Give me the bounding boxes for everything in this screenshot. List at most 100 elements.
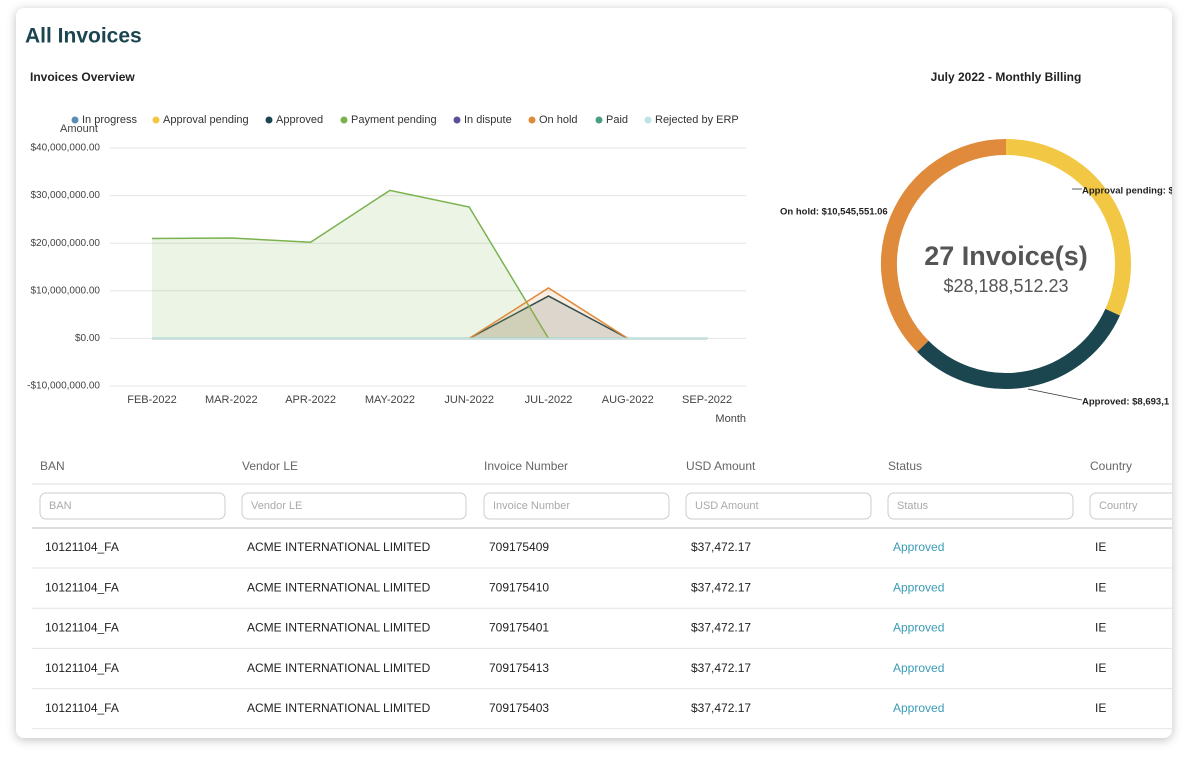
y-tick-label: $10,000,000.00 bbox=[30, 285, 100, 296]
table-cell: ACME INTERNATIONAL LIMITED bbox=[247, 580, 431, 594]
y-tick-label: $0.00 bbox=[75, 333, 100, 344]
table-cell: $37,472.17 bbox=[691, 661, 751, 675]
table-cell: 10121104_FA bbox=[45, 701, 119, 715]
status-cell[interactable]: Approved bbox=[893, 580, 944, 594]
legend-label[interactable]: On hold bbox=[539, 114, 578, 126]
filter-placeholder[interactable]: BAN bbox=[49, 500, 72, 512]
table-cell: 709175409 bbox=[489, 540, 549, 554]
table-cell: 10121104_FA bbox=[45, 540, 119, 554]
donut-slice bbox=[917, 308, 1120, 389]
table-cell: IE bbox=[1095, 580, 1106, 594]
legend-swatch[interactable] bbox=[453, 116, 461, 124]
donut-total: $28,188,512.23 bbox=[943, 276, 1068, 296]
slice-label: Approval pending: $ bbox=[1082, 186, 1172, 197]
filter-placeholder[interactable]: USD Amount bbox=[695, 500, 759, 512]
legend-label[interactable]: In dispute bbox=[464, 114, 512, 126]
y-tick-label: $40,000,000.00 bbox=[30, 143, 100, 154]
donut-slice bbox=[881, 139, 1007, 352]
filter-input[interactable] bbox=[241, 492, 467, 520]
table-cell: $37,472.17 bbox=[691, 621, 751, 635]
x-tick-label: JUN-2022 bbox=[444, 394, 494, 406]
legend-label[interactable]: In progress bbox=[82, 114, 138, 126]
table-cell: 709175403 bbox=[489, 701, 549, 715]
status-cell[interactable]: Approved bbox=[893, 540, 944, 554]
column-header[interactable]: Invoice Number bbox=[484, 459, 568, 473]
table-cell: ACME INTERNATIONAL LIMITED bbox=[247, 621, 431, 635]
table-cell: IE bbox=[1095, 661, 1106, 675]
legend-swatch[interactable] bbox=[71, 116, 79, 124]
series-line bbox=[468, 287, 629, 340]
legend-swatch[interactable] bbox=[152, 116, 160, 124]
legend-swatch[interactable] bbox=[528, 116, 536, 124]
x-tick-label: FEB-2022 bbox=[127, 394, 177, 406]
legend-label[interactable]: Rejected by ERP bbox=[655, 114, 739, 126]
column-header[interactable]: USD Amount bbox=[686, 459, 756, 473]
chart-title: Invoices Overview bbox=[30, 70, 135, 84]
table-cell: $37,472.17 bbox=[691, 540, 751, 554]
legend-label[interactable]: Paid bbox=[606, 114, 628, 126]
filter-input[interactable] bbox=[483, 492, 670, 520]
legend-swatch[interactable] bbox=[265, 116, 273, 124]
filter-input[interactable] bbox=[1089, 492, 1172, 520]
page-title: All Invoices bbox=[25, 25, 142, 48]
legend-swatch[interactable] bbox=[644, 116, 652, 124]
table-cell: ACME INTERNATIONAL LIMITED bbox=[247, 701, 431, 715]
area bbox=[152, 190, 549, 339]
donut-slice bbox=[1005, 139, 1131, 316]
column-header[interactable]: Status bbox=[888, 459, 922, 473]
x-tick-label: APR-2022 bbox=[285, 394, 336, 406]
series-line bbox=[468, 295, 629, 340]
slice-label: Approved: $8,693,1 bbox=[1082, 397, 1170, 408]
slice-label: On hold: $10,545,551.06 bbox=[780, 207, 888, 218]
y-tick-label: $30,000,000.00 bbox=[30, 190, 100, 201]
table-cell: IE bbox=[1095, 701, 1106, 715]
table-cell: 709175413 bbox=[489, 661, 549, 675]
x-tick-label: MAY-2022 bbox=[365, 394, 415, 406]
legend-swatch[interactable] bbox=[595, 116, 603, 124]
donut-count: 27 Invoice(s) bbox=[924, 241, 1088, 271]
card: All Invoices Invoices Overview Amount Mo… bbox=[16, 8, 1172, 738]
area bbox=[469, 287, 628, 339]
filter-input[interactable] bbox=[39, 492, 226, 520]
filter-placeholder[interactable]: Invoice Number bbox=[493, 500, 570, 512]
table-cell: 10121104_FA bbox=[45, 661, 119, 675]
legend-label[interactable]: Approved bbox=[276, 114, 323, 126]
table-cell: IE bbox=[1095, 540, 1106, 554]
series-line bbox=[151, 189, 550, 339]
status-cell[interactable]: Approved bbox=[893, 661, 944, 675]
table-cell: ACME INTERNATIONAL LIMITED bbox=[247, 540, 431, 554]
x-tick-label: JUL-2022 bbox=[525, 394, 573, 406]
y-tick-label: -$10,000,000.00 bbox=[27, 381, 100, 392]
filter-placeholder[interactable]: Vendor LE bbox=[251, 500, 302, 512]
column-header[interactable]: BAN bbox=[40, 459, 65, 473]
x-tick-label: MAR-2022 bbox=[205, 394, 258, 406]
legend-label[interactable]: Payment pending bbox=[351, 114, 437, 126]
table-cell: 10121104_FA bbox=[45, 621, 119, 635]
legend-swatch[interactable] bbox=[340, 116, 348, 124]
table-cell: 709175401 bbox=[489, 621, 549, 635]
table-cell: $37,472.17 bbox=[691, 701, 751, 715]
x-axis-label: Month bbox=[715, 413, 746, 425]
filter-placeholder[interactable]: Status bbox=[897, 500, 929, 512]
y-axis-label: Amount bbox=[60, 123, 98, 135]
filter-placeholder[interactable]: Country bbox=[1099, 500, 1138, 512]
table-cell: ACME INTERNATIONAL LIMITED bbox=[247, 661, 431, 675]
status-cell[interactable]: Approved bbox=[893, 701, 944, 715]
leader-line bbox=[1027, 388, 1083, 401]
filter-input[interactable] bbox=[887, 492, 1074, 520]
y-tick-label: $20,000,000.00 bbox=[30, 238, 100, 249]
table-cell: 10121104_FA bbox=[45, 580, 119, 594]
table-cell: 709175410 bbox=[489, 580, 549, 594]
legend-label[interactable]: Approval pending bbox=[163, 114, 249, 126]
filter-input[interactable] bbox=[685, 492, 872, 520]
donut-title: July 2022 - Monthly Billing bbox=[931, 70, 1082, 84]
area bbox=[469, 296, 628, 339]
column-header[interactable]: Country bbox=[1090, 459, 1132, 473]
table-cell: $37,472.17 bbox=[691, 580, 751, 594]
screen: All Invoices Invoices Overview Amount Mo… bbox=[25, 25, 1172, 730]
status-cell[interactable]: Approved bbox=[893, 621, 944, 635]
column-header[interactable]: Vendor LE bbox=[242, 459, 298, 473]
x-tick-label: SEP-2022 bbox=[682, 394, 732, 406]
table-cell: IE bbox=[1095, 621, 1106, 635]
